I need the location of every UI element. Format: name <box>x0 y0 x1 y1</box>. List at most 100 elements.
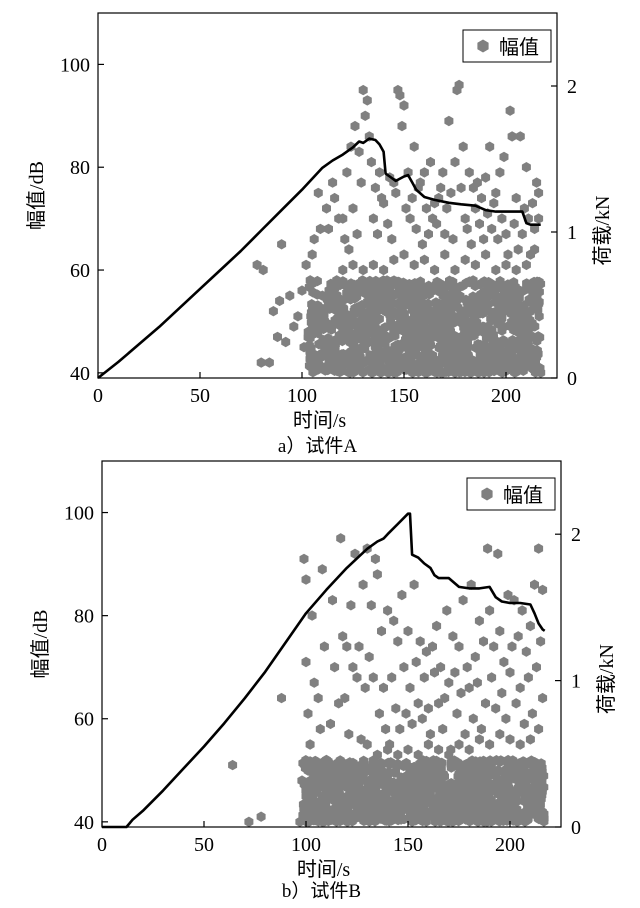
scatter-point <box>306 814 316 826</box>
scatter-point <box>364 651 374 663</box>
scatter-point <box>289 321 299 332</box>
scatter-point <box>454 739 464 750</box>
scatter-point <box>309 234 319 245</box>
scatter-point <box>350 120 360 132</box>
scatter-point <box>538 692 548 704</box>
scatter-point <box>358 579 368 590</box>
scatter-point <box>438 345 448 356</box>
scatter-point <box>244 816 254 827</box>
scatter-point <box>326 324 336 335</box>
scatter-point <box>415 177 425 188</box>
y-tick-label: 40 <box>74 812 94 834</box>
scatter-point <box>390 767 400 778</box>
scatter-point <box>476 723 486 735</box>
scatter-point <box>475 218 484 229</box>
scatter-point <box>377 793 387 805</box>
scatter-point <box>342 332 352 343</box>
scatter-point <box>362 95 372 106</box>
scatter-point <box>493 234 503 245</box>
scatter-point <box>360 110 370 121</box>
scatter-point <box>501 228 511 240</box>
scatter-point <box>444 749 454 760</box>
scatter-point <box>523 782 533 793</box>
scatter-point <box>395 806 405 817</box>
scatter-point <box>363 289 373 300</box>
scatter-point <box>315 223 325 235</box>
scatter-point <box>293 311 303 322</box>
scatter-point <box>436 662 446 673</box>
scatter-point <box>451 339 461 350</box>
scatter-point <box>534 723 544 735</box>
scatter-point <box>501 764 511 775</box>
scatter-point <box>379 198 389 209</box>
scatter-point <box>258 264 268 276</box>
y2-axis-title: 荷载/kN <box>595 644 618 714</box>
scatter-point <box>432 218 442 229</box>
scatter-point <box>448 631 458 642</box>
scatter-point <box>452 759 462 770</box>
scatter-point <box>346 600 356 611</box>
scatter-point <box>383 605 393 616</box>
scatter-point <box>417 713 427 724</box>
scatter-point <box>352 672 362 683</box>
scatter-point <box>421 203 431 214</box>
scatter-point <box>322 336 332 347</box>
scatter-point <box>471 299 481 310</box>
scatter-point <box>460 729 470 740</box>
scatter-point <box>403 744 413 755</box>
y2-tick-label: 0 <box>567 368 577 390</box>
scatter-point <box>440 692 450 704</box>
scatter-point <box>454 641 464 652</box>
scatter-point <box>386 757 396 768</box>
scatter-point <box>366 156 376 168</box>
x-axis-title: 时间/s <box>293 409 347 432</box>
scatter-point <box>352 228 362 240</box>
scatter-point <box>421 797 431 809</box>
scatter-point <box>383 218 393 229</box>
scatter-point <box>474 362 483 373</box>
scatter-point <box>364 780 374 791</box>
scatter-point <box>349 364 359 376</box>
scatter-point <box>340 692 350 704</box>
legend-label: 幅值 <box>499 36 539 59</box>
scatter-point <box>509 324 519 336</box>
scatter-point <box>362 327 372 338</box>
scatter-point <box>456 687 466 699</box>
scatter-point <box>515 131 525 142</box>
scatter-point <box>507 641 517 652</box>
scatter-point <box>372 569 382 580</box>
scatter-point <box>379 682 388 693</box>
scatter-point <box>440 228 450 240</box>
scatter-point <box>308 328 318 340</box>
scatter-point <box>480 794 490 806</box>
scatter-point <box>358 84 368 96</box>
scatter-point <box>517 766 526 778</box>
scatter-point <box>375 167 384 178</box>
scatter-point <box>487 223 497 235</box>
legend-label: 幅值 <box>503 484 543 507</box>
scatter-point <box>442 203 452 214</box>
scatter-point <box>495 625 505 637</box>
scatter-point <box>454 807 464 819</box>
scatter-point <box>416 308 426 319</box>
load-line <box>97 137 541 380</box>
scatter-point <box>432 301 442 312</box>
scatter-point <box>539 770 549 782</box>
scatter-point <box>518 341 528 353</box>
scatter-point <box>264 357 274 368</box>
scatter-point <box>460 309 470 320</box>
scatter-point <box>532 662 541 673</box>
scatter-point <box>534 286 544 298</box>
scatter-point <box>324 223 333 235</box>
scatter-point <box>298 758 308 769</box>
scatter-point <box>485 739 495 750</box>
scatter-point <box>389 361 399 372</box>
scatter-point <box>404 278 414 290</box>
scatter-point <box>391 703 401 714</box>
scatter-point <box>322 342 332 354</box>
scatter-point <box>408 347 418 359</box>
scatter-point <box>479 321 489 332</box>
scatter-point <box>525 805 535 816</box>
scatter-point <box>522 773 532 784</box>
